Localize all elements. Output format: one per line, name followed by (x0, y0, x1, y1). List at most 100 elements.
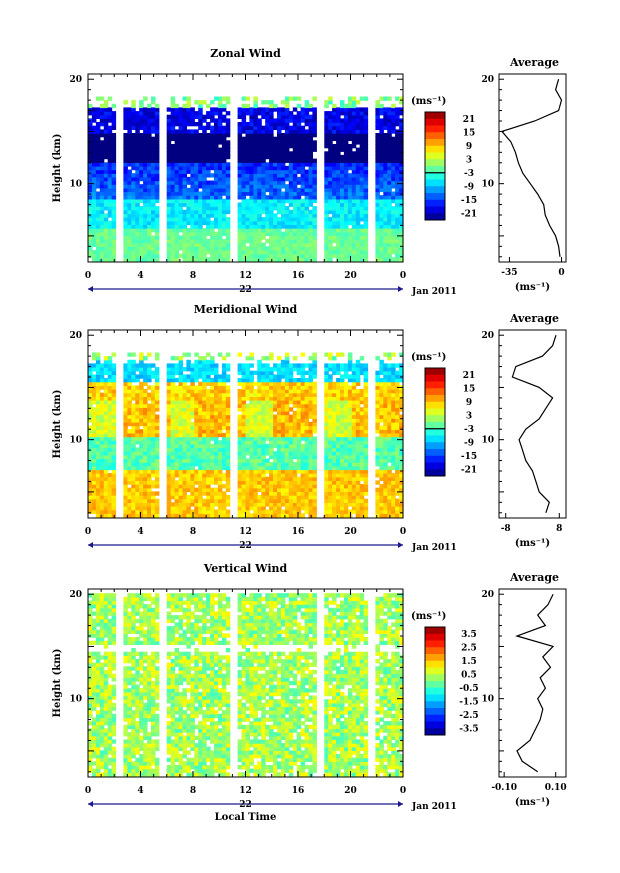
heatmap-cell (355, 235, 361, 240)
heatmap-cell (147, 154, 152, 160)
heatmap-cell (154, 506, 160, 511)
heatmap-cell (237, 396, 243, 401)
heatmap-cell (186, 480, 191, 485)
heatmap-cell (273, 432, 278, 438)
heatmap-cell (154, 389, 160, 394)
heatmap-cell (194, 165, 199, 171)
heatmap-cell (95, 462, 101, 467)
heatmap-cell (186, 133, 191, 138)
heatmap-cell (170, 356, 176, 361)
heatmap-cell (375, 180, 380, 185)
heatmap-cell (88, 125, 93, 130)
heatmap-cell (343, 173, 349, 178)
heatmap-cell (300, 217, 306, 222)
heatmap-cell (332, 206, 337, 211)
heatmap-cell (245, 458, 250, 463)
heatmap-cell (166, 239, 172, 244)
heatmap-cell (210, 144, 215, 149)
heatmap-cell (300, 111, 306, 116)
heatmap-cell (174, 169, 180, 174)
heatmap-cell (88, 169, 93, 174)
heatmap-cell (190, 136, 195, 141)
heatmap-cell (261, 454, 266, 460)
heatmap-cell (245, 491, 250, 496)
heatmap-cell (206, 187, 211, 193)
heatmap-cell (257, 213, 262, 218)
heatmap-cell (249, 443, 254, 449)
heatmap-cell (261, 363, 266, 368)
heatmap-cell (387, 195, 392, 200)
heatmap-cell (379, 154, 384, 160)
heatmap-cell (387, 154, 392, 160)
heatmap-cell (131, 454, 136, 460)
heatmap-cell (127, 209, 132, 215)
heatmap-cell (269, 367, 274, 372)
heatmap-cell (363, 195, 369, 200)
heatmap-cell (123, 502, 128, 507)
heatmap-cell (277, 129, 282, 134)
heatmap-cell (139, 136, 144, 141)
heatmap-cell (135, 454, 140, 460)
heatmap-cell (292, 147, 298, 152)
heatmap-cell (143, 165, 148, 171)
heatmap-cell (261, 246, 266, 251)
heatmap-cell (288, 389, 294, 394)
heatmap-cell (225, 447, 231, 452)
heatmap-cell (178, 136, 184, 141)
heatmap-cell (328, 158, 333, 163)
heatmap-cell (277, 144, 282, 149)
heatmap-cell (249, 136, 254, 141)
heatmap-cell (253, 484, 258, 489)
heatmap-cell (375, 176, 380, 182)
heatmap-cell (206, 451, 211, 456)
heatmap-cell (139, 400, 144, 405)
heatmap-cell (127, 410, 132, 416)
heatmap-cell (261, 176, 266, 182)
colorbar-segment (425, 199, 445, 207)
heatmap-cell (336, 180, 341, 185)
heatmap-cell (202, 374, 207, 379)
heatmap-cell (387, 209, 392, 215)
heatmap-cell (261, 162, 266, 167)
heatmap-cell (95, 195, 101, 200)
heatmap-cell (99, 421, 105, 427)
heatmap-cell (261, 370, 266, 375)
heatmap-cell (210, 136, 215, 141)
heatmap-cell (284, 220, 290, 225)
heatmap-cell (178, 381, 184, 386)
heatmap-cell (379, 187, 384, 193)
heatmap-cell (280, 246, 286, 251)
heatmap-cell (273, 396, 278, 401)
heatmap-cell (249, 122, 254, 127)
heatmap-cell (182, 480, 187, 485)
heatmap-cell (182, 176, 187, 182)
heatmap-cell (336, 111, 341, 116)
heatmap-cell (147, 370, 152, 375)
heatmap-cell (99, 242, 105, 247)
heatmap-cell (99, 396, 105, 401)
heatmap-cell (139, 100, 144, 105)
heatmap-cell (210, 400, 215, 405)
heatmap-cell (351, 118, 357, 123)
heatmap-cell (178, 473, 184, 478)
heatmap-cell (347, 165, 353, 171)
heatmap-cell (395, 114, 400, 119)
heatmap-cell (280, 487, 286, 492)
heatmap-cell (288, 202, 294, 207)
heatmap-cell (288, 418, 294, 423)
heatmap-cell (111, 432, 117, 438)
heatmap-cell (296, 165, 302, 171)
heatmap-cell (194, 378, 199, 383)
heatmap-cell (174, 491, 180, 496)
heatmap-cell (300, 187, 306, 193)
heatmap-cell (151, 454, 156, 460)
heatmap-cell (139, 239, 144, 244)
y-tick-label: 20 (69, 75, 82, 85)
heatmap-cell (245, 487, 250, 492)
heatmap-cell (127, 487, 132, 492)
heatmap-cell (269, 436, 274, 441)
heatmap-cell (269, 495, 274, 500)
heatmap-cell (257, 118, 262, 123)
heatmap-cell (95, 176, 101, 182)
heatmap-cell (277, 158, 282, 163)
